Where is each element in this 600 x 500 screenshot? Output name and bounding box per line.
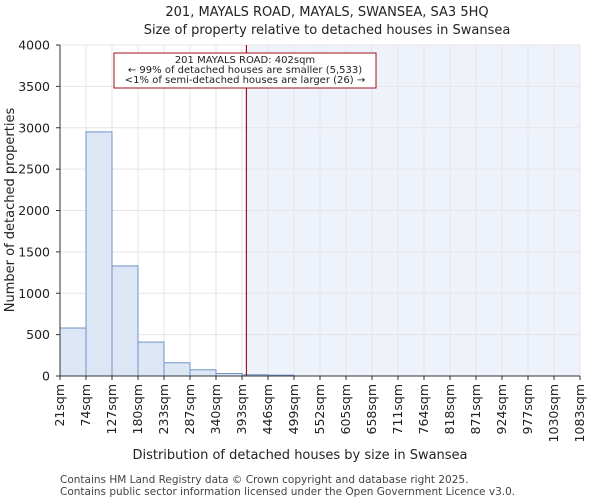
x-tick-label: 1030sqm	[546, 384, 561, 442]
bar	[111, 265, 139, 377]
y-tick-label: 2000	[18, 203, 50, 218]
annotation-box: 201 MAYALS ROAD: 402sqm ← 99% of detache…	[113, 52, 377, 89]
y-tick-label: 3500	[18, 79, 50, 94]
x-tick-label: 605sqm	[338, 384, 353, 434]
x-tick-label: 1083sqm	[572, 384, 587, 442]
annotation-line-2: ← 99% of detached houses are smaller (5,…	[128, 65, 362, 76]
x-axis-title: Distribution of detached houses by size …	[132, 448, 467, 463]
footer-line-2: Contains public sector information licen…	[60, 486, 515, 498]
x-tick-label: 340sqm	[208, 384, 223, 434]
plot-area: 0 500 1000 1500 2000 2500 3000 3500 4000 21sqm 74s…	[18, 38, 587, 443]
y-tick-label: 0	[42, 369, 50, 384]
chart-subtitle: Size of property relative to detached ho…	[144, 23, 511, 38]
x-tick-label: 658sqm	[364, 384, 379, 434]
x-tick-label: 393sqm	[234, 384, 249, 434]
x-tick-label: 287sqm	[182, 384, 197, 434]
annotation-line-3: <1% of semi-detached houses are larger (…	[125, 75, 365, 86]
x-tick-label: 552sqm	[312, 384, 327, 434]
annotation-border	[113, 52, 377, 89]
x-tick-label: 233sqm	[156, 384, 171, 434]
x-tick-label: 180sqm	[130, 384, 145, 434]
x-tick-label: 764sqm	[416, 384, 431, 434]
bar	[163, 362, 191, 377]
chart-title: 201, MAYALS ROAD, MAYALS, SWANSEA, SA3 5…	[165, 5, 488, 20]
x-tick-label: 711sqm	[390, 384, 405, 434]
bar	[137, 341, 165, 377]
x-tick-label: 127sqm	[104, 384, 119, 434]
x-tick-label: 924sqm	[494, 384, 509, 434]
x-tick-label: 74sqm	[78, 384, 93, 427]
bar	[189, 369, 217, 377]
y-tick-label: 1500	[18, 244, 50, 259]
annotation-line-1: 201 MAYALS ROAD: 402sqm	[175, 55, 315, 66]
bar	[59, 327, 87, 377]
footer-line-1: Contains HM Land Registry data © Crown c…	[60, 474, 468, 486]
y-tick-label: 500	[26, 327, 50, 342]
y-axis-title: Number of detached properties	[3, 108, 18, 313]
y-tick-label: 4000	[18, 38, 50, 53]
bar	[85, 131, 113, 377]
x-tick-label: 977sqm	[520, 384, 535, 434]
x-tick-label: 871sqm	[468, 384, 483, 434]
x-tick-label: 21sqm	[52, 384, 67, 427]
x-tick-label: 446sqm	[260, 384, 275, 434]
y-tick-label: 3000	[18, 120, 50, 135]
y-tick-label: 2500	[18, 162, 50, 177]
x-tick-label: 818sqm	[442, 384, 457, 434]
x-tick-label: 499sqm	[286, 384, 301, 434]
y-tick-label: 1000	[18, 286, 50, 301]
